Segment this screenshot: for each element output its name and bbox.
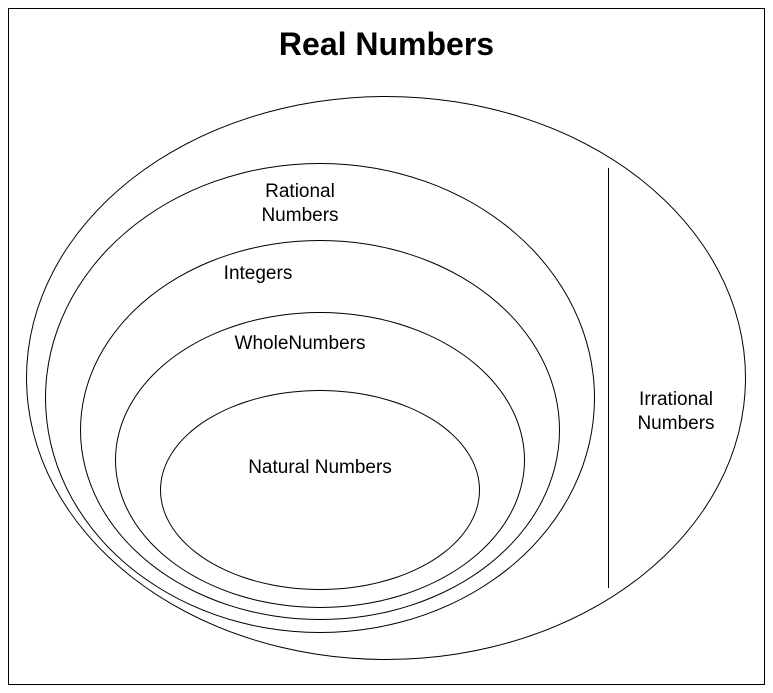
label-irrational-line2: Numbers — [637, 413, 714, 434]
label-irrational-line1: Irrational — [639, 389, 713, 410]
label-rational-line2: Numbers — [261, 205, 338, 226]
label-integers: Integers — [224, 262, 293, 286]
irrational-divider — [608, 168, 609, 588]
label-irrational: Irrational Numbers — [637, 388, 714, 436]
label-natural-text: Natural Numbers — [248, 457, 392, 478]
diagram-container: Real Numbers Rational Numbers Integers W… — [0, 0, 773, 693]
label-whole: WholeNumbers — [235, 332, 366, 356]
label-integers-text: Integers — [224, 263, 293, 284]
label-whole-text: WholeNumbers — [235, 333, 366, 354]
ellipse-natural — [160, 390, 480, 590]
label-rational-line1: Rational — [265, 181, 335, 202]
diagram-title: Real Numbers — [0, 26, 773, 63]
label-rational: Rational Numbers — [261, 180, 338, 228]
label-natural: Natural Numbers — [248, 456, 392, 480]
